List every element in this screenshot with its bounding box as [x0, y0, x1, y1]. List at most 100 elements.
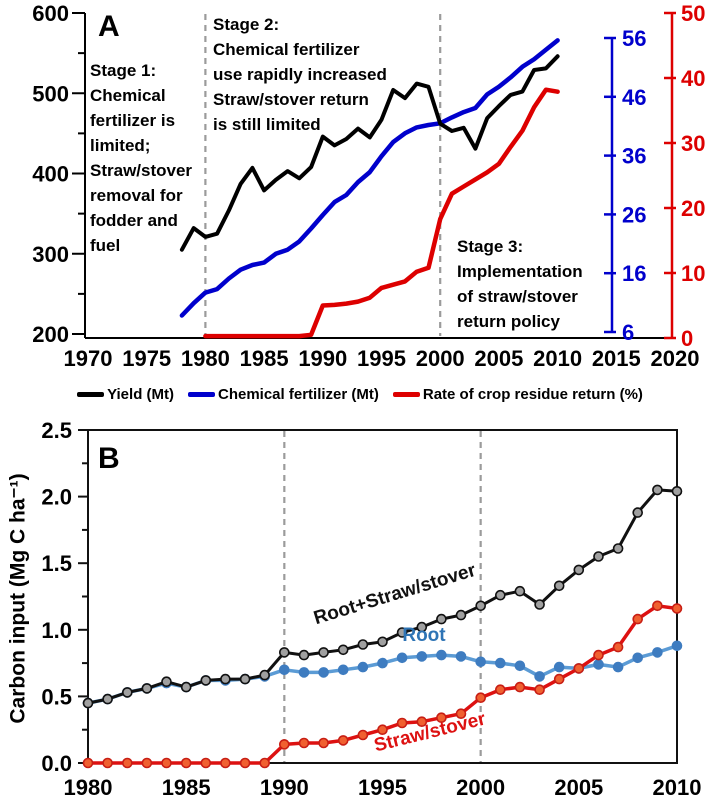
root-straw-line-marker — [122, 687, 133, 698]
panel-b-x-tick-label: 2000 — [456, 775, 505, 800]
panel-a-x-tick-label: 1990 — [298, 346, 347, 371]
panel-a-fertilizer-tick-label: 26 — [622, 202, 646, 227]
root-line-marker — [652, 647, 663, 658]
panel-b-chart: 0.0 0.5 1.0 1.5 2.0 2.5 1980 1985 1990 1995 2000 20… — [41, 420, 702, 800]
root-straw-line-marker — [612, 543, 624, 554]
stage3-annotation: Stage 3: Implementation of straw/stover … — [457, 237, 583, 331]
panel-a-left-tick-label: 400 — [32, 162, 69, 187]
root-straw-line-marker — [200, 675, 212, 686]
panel-a-residue-tick-label: 40 — [681, 66, 705, 91]
panel-a-residue-tick-label: 0 — [681, 326, 693, 351]
panel-a-fertilizer-tick-label: 36 — [622, 144, 646, 169]
straw-line-marker — [337, 735, 349, 746]
root-line-marker — [318, 667, 329, 678]
root-straw-line-marker — [82, 697, 94, 709]
panel-a-letter: A — [98, 10, 120, 43]
panel-a-fertilizer-tick-label: 46 — [622, 85, 646, 110]
root-line-marker — [494, 657, 506, 669]
legend-label-residue: Rate of crop residue return (%) — [422, 386, 643, 403]
panel-a-x-tick-label: 2015 — [592, 346, 641, 371]
straw-line-marker — [553, 673, 565, 685]
root-straw-line-marker — [239, 673, 251, 685]
root-straw-line-marker — [357, 639, 369, 650]
straw-line-marker — [200, 757, 212, 769]
panel-b-x-tick-label: 2005 — [554, 775, 603, 800]
legend-item-fertilizer: Chemical fertilizer (Mt) — [188, 386, 379, 403]
fertilizer-line-swatch — [188, 392, 215, 397]
panel-a-left-tick-label: 200 — [32, 322, 69, 347]
root-line-marker — [357, 661, 369, 673]
panel-a-x-tick-label: 1975 — [122, 346, 171, 371]
root-straw-line-marker — [298, 649, 310, 661]
straw-line-marker — [396, 717, 408, 729]
root-straw-line-marker — [337, 644, 349, 656]
panel-a-x-tick-label: 2000 — [416, 346, 465, 371]
root-straw-line-marker — [593, 551, 604, 562]
panel-b-y-tick-label: 2.5 — [41, 420, 72, 443]
legend-label-yield: Yield (Mt) — [107, 386, 174, 403]
panel-b-y-tick-label: 0.5 — [41, 684, 72, 709]
panel-a-fertilizer-tick-label: 16 — [622, 261, 646, 286]
straw-line-marker — [220, 757, 231, 769]
root-line-marker — [553, 661, 565, 673]
fertilizer-line — [179, 38, 560, 318]
panel-a-x-tick-label: 2010 — [533, 346, 582, 371]
panel-b-y-axis: 0.0 0.5 1.0 1.5 2.0 2.5 — [41, 420, 88, 776]
straw-line — [82, 600, 683, 769]
root-line-marker — [416, 651, 428, 662]
straw-line-marker — [455, 708, 467, 720]
straw-line-marker — [377, 724, 388, 736]
root-line-marker — [436, 649, 447, 661]
straw-line-marker — [82, 757, 94, 769]
root-straw-line-marker — [259, 669, 271, 681]
straw-line-marker — [298, 737, 310, 749]
straw-line-marker — [318, 737, 329, 749]
panel-b-letter: B — [98, 442, 120, 475]
panel-a-x-tick-label: 2005 — [474, 346, 523, 371]
root-straw-line-marker — [671, 486, 683, 497]
panel-a-x-tick-label: 1970 — [64, 346, 113, 371]
panel-b-y-tick-label: 1.0 — [41, 618, 72, 643]
panel-a-residue-tick-label: 10 — [681, 261, 705, 286]
panel-b-y-tick-label: 0.0 — [41, 751, 72, 776]
straw-line-marker — [102, 757, 113, 769]
panel-b-x-tick-label: 1985 — [162, 775, 211, 800]
root-line-marker — [278, 664, 290, 676]
straw-line-marker — [436, 712, 447, 724]
panel-a-residue-axis: 0 10 20 30 40 50 — [664, 1, 705, 351]
root-series-label: Root — [402, 625, 446, 646]
stage1-annotation: Stage 1: Chemical fertilizer is limited;… — [90, 61, 193, 255]
stage2-annotation: Stage 2: Chemical fertilizer use rapidly… — [213, 15, 387, 134]
root-straw-line-marker — [141, 683, 153, 694]
root-straw-line-marker — [416, 621, 428, 633]
root-line-marker — [612, 661, 624, 673]
straw-line-marker — [671, 603, 683, 614]
panel-a-x-tick-label: 2020 — [651, 346, 700, 371]
panel-a-fertilizer-tick-label: 56 — [622, 26, 646, 51]
panel-b-y-tick-label: 2.0 — [41, 485, 72, 510]
root-straw-line — [82, 484, 683, 709]
root-straw-line-marker — [396, 627, 408, 638]
panel-a-x-tick-label: 1980 — [181, 346, 230, 371]
root-line-marker — [377, 657, 388, 669]
root-straw-line-marker — [318, 647, 329, 658]
root-line-marker — [298, 667, 310, 678]
root-straw-line-marker — [161, 676, 172, 688]
legend-item-yield: Yield (Mt) — [77, 386, 174, 403]
straw-line-marker — [632, 613, 644, 625]
panel-a-x-tick-label: 1995 — [357, 346, 406, 371]
straw-line-marker — [259, 757, 271, 769]
panel-a-left-axis: 200 300 400 500 600 — [32, 1, 86, 347]
panel-a-chart: 1970 1975 1980 1985 1990 1995 2000 2005 2010 2015… — [32, 1, 705, 371]
legend: Yield (Mt) Chemical fertilizer (Mt) Rate… — [0, 386, 720, 403]
panel-b-x-tick-label: 2010 — [653, 775, 702, 800]
panel-a-residue-tick-label: 20 — [681, 196, 705, 221]
straw-line-marker — [475, 692, 487, 704]
panel-b-x-tick-label: 1990 — [260, 775, 309, 800]
root-straw-line-marker — [220, 673, 231, 685]
panel-b-y-axis-title: Carbon input (Mg C ha⁻¹) — [6, 473, 30, 724]
root-straw-line-marker — [436, 613, 447, 625]
root-straw-line-marker — [455, 609, 467, 621]
root-line-marker — [475, 656, 487, 668]
panel-b-y-tick-label: 1.5 — [41, 551, 72, 576]
